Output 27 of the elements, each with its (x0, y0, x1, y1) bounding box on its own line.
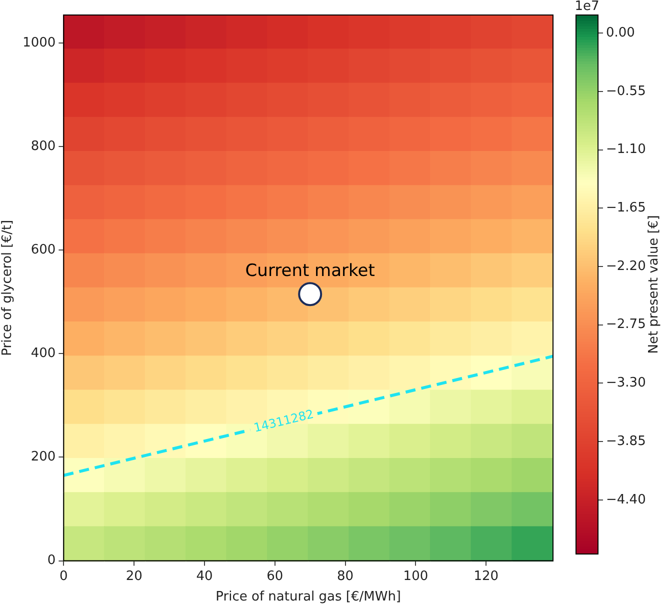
color-bar-label: −2.20 (606, 258, 646, 274)
x-tick-label: 80 (337, 568, 354, 584)
color-bar-label: 0.00 (606, 25, 635, 40)
x-tick-label: 40 (196, 568, 213, 584)
text: 1e7 (574, 0, 600, 14)
x-tick-label: 100 (403, 568, 428, 584)
color-bar-label: −1.10 (606, 142, 646, 158)
x-tick-label: 20 (126, 568, 142, 584)
color-bar-label: −3.30 (606, 376, 646, 391)
color-bar-label: −3.85 (606, 434, 646, 449)
color-bar-label: −2.75 (606, 317, 646, 332)
y-tick-label: 400 (30, 346, 56, 362)
x-tick-label: 0 (60, 568, 68, 584)
x-tick-label: 120 (474, 568, 499, 584)
y-tick-label: 200 (30, 450, 56, 465)
y-tick-label: 600 (30, 242, 56, 258)
color-bar-label: −1.65 (606, 200, 646, 216)
color-bar-title: Net present value [€] (646, 215, 662, 354)
x-axis-title: Price of natural gas [€/MWh] (216, 590, 402, 605)
series-label: Current market (245, 261, 376, 282)
y-axis-title: Price of glycerol [€/t] (0, 220, 16, 356)
y-tick-label: 0 (47, 553, 56, 568)
x-tick-label: 60 (266, 568, 284, 584)
y-tick-label: 800 (30, 138, 56, 154)
color-bar-label: −4.40 (606, 492, 646, 508)
y-tick-label: 1000 (22, 35, 56, 50)
color-bar-label: −0.55 (606, 84, 646, 99)
